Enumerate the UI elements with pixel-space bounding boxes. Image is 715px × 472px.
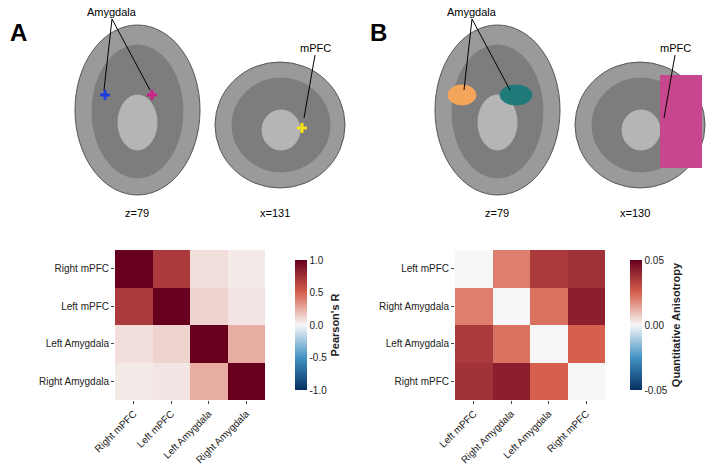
svg-text:Right mPFC: Right mPFC xyxy=(55,263,109,274)
svg-text:x=131: x=131 xyxy=(260,207,290,219)
svg-text:x=130: x=130 xyxy=(620,207,650,219)
svg-text:z=79: z=79 xyxy=(485,207,509,219)
svg-text:Amygdala: Amygdala xyxy=(87,6,137,18)
svg-text:Left mPFC: Left mPFC xyxy=(61,301,109,312)
svg-text:0.05: 0.05 xyxy=(645,255,665,266)
svg-text:Left Amygdala: Left Amygdala xyxy=(161,408,214,461)
svg-text:Amygdala: Amygdala xyxy=(447,6,497,18)
svg-text:Left Amygdala: Left Amygdala xyxy=(386,338,450,349)
svg-text:Right mPFC: Right mPFC xyxy=(395,376,449,387)
svg-text:0.0: 0.0 xyxy=(310,320,324,331)
svg-text:Right Amygdala: Right Amygdala xyxy=(194,408,252,466)
svg-text:B: B xyxy=(370,19,387,46)
svg-text:Left Amygdala: Left Amygdala xyxy=(501,408,554,461)
svg-text:Pearson's R: Pearson's R xyxy=(329,293,341,356)
svg-text:mPFC: mPFC xyxy=(300,42,331,54)
svg-text:-0.5: -0.5 xyxy=(310,352,328,363)
svg-text:Right mPFC: Right mPFC xyxy=(545,408,591,454)
svg-text:1.0: 1.0 xyxy=(310,255,324,266)
svg-text:Left mPFC: Left mPFC xyxy=(437,408,479,450)
svg-text:Left mPFC: Left mPFC xyxy=(135,408,177,450)
svg-text:A: A xyxy=(10,19,27,46)
svg-text:Right Amygdala: Right Amygdala xyxy=(39,376,109,387)
svg-text:Quantitative Anisotropy: Quantitative Anisotropy xyxy=(670,262,682,387)
svg-text:mPFC: mPFC xyxy=(660,42,691,54)
svg-text:Left Amygdala: Left Amygdala xyxy=(46,338,110,349)
svg-text:Right Amygdala: Right Amygdala xyxy=(379,301,449,312)
svg-text:Left mPFC: Left mPFC xyxy=(401,263,449,274)
svg-text:0.5: 0.5 xyxy=(310,287,324,298)
svg-text:Right mPFC: Right mPFC xyxy=(92,408,138,454)
svg-text:-0.05: -0.05 xyxy=(645,385,668,396)
svg-text:z=79: z=79 xyxy=(125,207,149,219)
svg-text:0.00: 0.00 xyxy=(645,320,665,331)
svg-text:-1.0: -1.0 xyxy=(310,385,328,396)
svg-text:Right Amygdala: Right Amygdala xyxy=(459,408,517,466)
